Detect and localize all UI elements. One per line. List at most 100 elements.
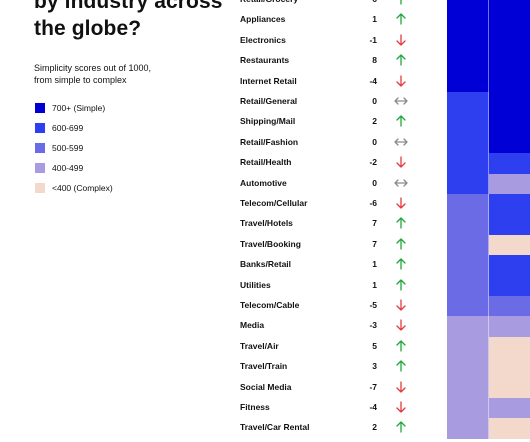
arrow-down-icon <box>396 34 406 46</box>
change-value: -2 <box>369 157 377 168</box>
arrow-up-icon <box>396 115 406 128</box>
industry-label: Media <box>240 320 265 331</box>
score-cell <box>447 296 489 317</box>
score-cell <box>447 30 489 52</box>
arrow-up-icon <box>396 360 406 372</box>
industry-label: Restaurants <box>240 55 290 66</box>
legend-swatch <box>35 143 45 153</box>
arrow-down-icon <box>396 299 406 311</box>
industry-label: Electronics <box>240 34 286 45</box>
legend-label: <400 (Complex) <box>52 183 113 193</box>
score-cell <box>447 10 489 31</box>
table-row: Shipping/Mail 2 <box>240 112 530 133</box>
industry-label: Retail/Grocery <box>240 0 298 4</box>
industry-label: Internet Retail <box>240 75 297 86</box>
score-cell <box>489 357 530 378</box>
change-value: 1 <box>372 259 377 270</box>
industry-label: Utilities <box>240 279 271 290</box>
industry-label: Retail/Fashion <box>240 136 299 147</box>
table-row: Automotive 0 <box>240 173 530 194</box>
score-cell <box>489 234 530 256</box>
table-row: Travel/Car Rental 2 <box>240 418 530 439</box>
score-cell <box>489 30 530 52</box>
industry-label: Travel/Hotels <box>240 218 293 229</box>
score-cell <box>447 112 489 133</box>
arrow-up-icon <box>396 421 406 434</box>
industry-label: Retail/Health <box>240 157 292 168</box>
table-row: Telecom/Cable -5 <box>240 296 530 317</box>
change-value: -1 <box>369 34 377 45</box>
table-row: Retail/General 0 <box>240 92 530 113</box>
score-cell <box>489 418 530 439</box>
score-cell <box>489 71 530 92</box>
change-value: 0 <box>372 177 377 188</box>
score-cell <box>489 112 530 133</box>
table-row: Travel/Booking 7 <box>240 234 530 256</box>
score-cell <box>447 214 489 235</box>
industry-label: Telecom/Cellular <box>240 198 308 208</box>
change-value: 5 <box>372 340 377 351</box>
score-cell <box>447 173 489 194</box>
change-value: 2 <box>372 422 377 433</box>
legend-label: 400-499 <box>52 163 84 173</box>
score-cell <box>489 92 530 113</box>
industry-label: Travel/Car Rental <box>240 422 310 433</box>
score-cell <box>489 336 530 358</box>
arrow-down-icon <box>396 74 406 87</box>
legend-item: 500-599 <box>35 138 113 158</box>
score-cell <box>447 357 489 378</box>
score-cell <box>489 377 530 398</box>
table-row: Restaurants 8 <box>240 51 530 72</box>
score-cell <box>447 51 489 72</box>
legend-swatch <box>35 183 45 193</box>
score-cell <box>447 377 489 398</box>
industry-label: Banks/Retail <box>240 259 292 270</box>
score-cell <box>447 92 489 113</box>
change-value: 1 <box>372 279 377 290</box>
score-cell <box>489 296 530 317</box>
score-cell <box>447 132 489 154</box>
industry-label: Retail/General <box>240 96 298 106</box>
table-row: Media -3 <box>240 316 530 337</box>
change-value: -3 <box>369 320 377 331</box>
arrow-flat-icon <box>394 178 408 187</box>
table-row: Electronics -1 <box>240 30 530 52</box>
score-cell <box>447 398 489 419</box>
change-value: 0 <box>372 136 377 147</box>
score-cell <box>489 10 530 31</box>
industry-label: Travel/Train <box>240 361 288 372</box>
legend-label: 700+ (Simple) <box>52 103 106 113</box>
legend-label: 600-699 <box>52 123 84 133</box>
table-row: Internet Retail -4 <box>240 71 530 92</box>
table-row: Retail/Health -2 <box>240 153 530 174</box>
change-value: -5 <box>369 300 377 310</box>
table-row: Banks/Retail 1 <box>240 255 530 276</box>
score-cell <box>489 0 530 11</box>
table-row: Utilities 1 <box>240 275 530 296</box>
table-row: Travel/Hotels 7 <box>240 214 530 235</box>
legend-label: 500-599 <box>52 143 84 153</box>
score-cell <box>447 71 489 92</box>
legend-item: 600-699 <box>35 118 113 138</box>
change-value: 3 <box>372 361 377 372</box>
industry-label: Fitness <box>240 402 270 412</box>
arrow-up-icon <box>400 0 402 5</box>
industry-label: Shipping/Mail <box>240 116 296 127</box>
change-value: 2 <box>372 116 377 127</box>
table-row: Fitness -4 <box>240 398 530 419</box>
table-row: Retail/Grocery 6 <box>240 0 530 11</box>
score-cell <box>447 194 489 215</box>
score-cell <box>489 275 530 296</box>
industry-label: Appliances <box>240 14 286 25</box>
arrow-flat-icon <box>394 97 408 105</box>
score-cell <box>447 234 489 256</box>
score-cell <box>447 0 489 11</box>
change-value: 6 <box>350 0 377 4</box>
industry-label: Travel/Air <box>240 340 279 351</box>
industry-label: Social Media <box>240 381 292 392</box>
legend-item: 400-499 <box>35 158 113 178</box>
arrow-up-icon <box>396 13 406 26</box>
change-value: 0 <box>372 96 377 106</box>
table-row: Travel/Train 3 <box>240 357 530 378</box>
arrow-up-icon <box>396 340 406 352</box>
